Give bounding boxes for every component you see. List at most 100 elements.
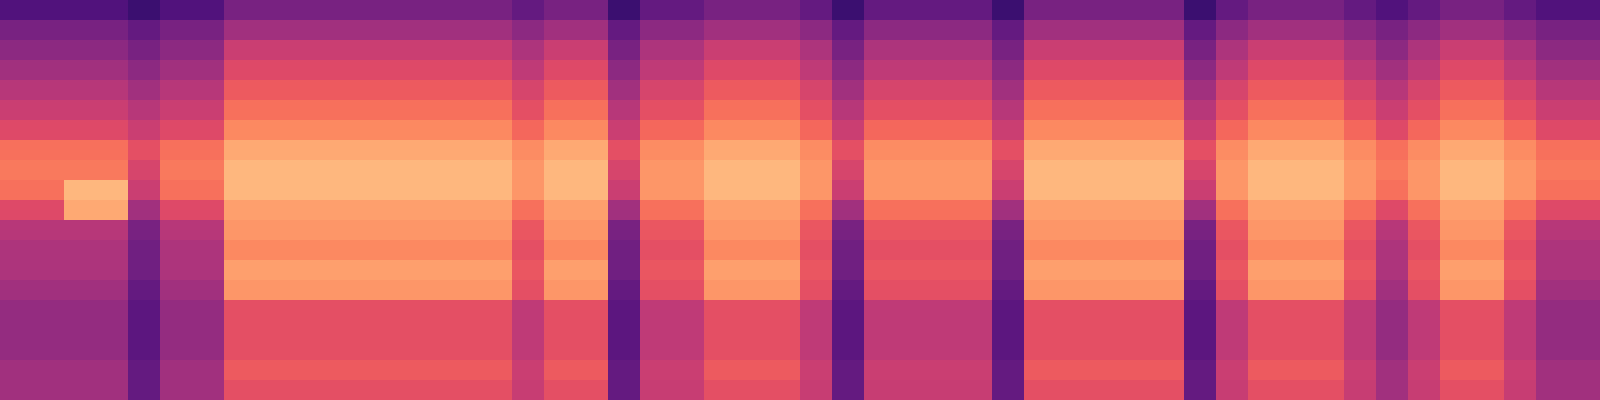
cell	[1344, 80, 1377, 101]
cell	[32, 60, 65, 81]
cell	[736, 260, 769, 281]
cell	[224, 140, 257, 161]
cell	[864, 100, 897, 121]
cell	[928, 80, 961, 101]
cell	[992, 0, 1025, 21]
cell	[768, 20, 801, 41]
cell	[1248, 280, 1281, 301]
cell	[1440, 20, 1473, 41]
cell	[96, 240, 129, 261]
cell	[608, 240, 641, 261]
cell	[192, 380, 225, 400]
cell	[288, 280, 321, 301]
cell	[1088, 260, 1121, 281]
cell	[896, 360, 929, 381]
cell	[1152, 360, 1185, 381]
cell	[384, 280, 417, 301]
cell	[640, 260, 673, 281]
cell	[1088, 200, 1121, 221]
cell	[992, 320, 1025, 341]
cell	[1536, 220, 1569, 241]
cell	[896, 40, 929, 61]
cell	[160, 380, 193, 400]
cell	[544, 80, 577, 101]
cell	[1024, 60, 1057, 81]
cell	[1440, 280, 1473, 301]
cell	[1088, 240, 1121, 261]
cell	[1376, 340, 1409, 361]
cell	[1568, 360, 1600, 381]
cell	[128, 220, 161, 241]
cell	[576, 360, 609, 381]
cell	[1536, 180, 1569, 201]
cell	[672, 260, 705, 281]
cell	[1312, 180, 1345, 201]
cell	[96, 140, 129, 161]
cell	[1536, 340, 1569, 361]
cell	[576, 280, 609, 301]
cell	[384, 80, 417, 101]
cell	[320, 300, 353, 321]
cell	[704, 80, 737, 101]
cell	[1472, 120, 1505, 141]
cell	[800, 160, 833, 181]
cell	[64, 300, 97, 321]
cell	[1312, 140, 1345, 161]
cell	[1312, 240, 1345, 261]
cell	[1056, 360, 1089, 381]
cell	[1344, 340, 1377, 361]
cell	[576, 340, 609, 361]
cell	[640, 320, 673, 341]
cell	[1344, 180, 1377, 201]
cell	[416, 320, 449, 341]
cell	[1408, 180, 1441, 201]
cell	[1536, 280, 1569, 301]
cell	[672, 240, 705, 261]
cell	[1536, 320, 1569, 341]
cell	[1344, 360, 1377, 381]
cell	[1248, 0, 1281, 21]
cell	[1376, 120, 1409, 141]
cell	[160, 260, 193, 281]
cell	[896, 280, 929, 301]
cell	[736, 200, 769, 221]
cell	[1504, 260, 1537, 281]
cell	[416, 260, 449, 281]
cell	[128, 380, 161, 400]
cell	[832, 0, 865, 21]
cell	[1472, 200, 1505, 221]
cell	[1440, 220, 1473, 241]
cell	[1184, 200, 1217, 221]
cell	[544, 260, 577, 281]
cell	[1056, 80, 1089, 101]
cell	[256, 60, 289, 81]
cell	[1568, 320, 1600, 341]
cell	[960, 260, 993, 281]
cell	[992, 380, 1025, 400]
cell	[32, 100, 65, 121]
cell	[1248, 340, 1281, 361]
cell	[864, 260, 897, 281]
cell	[352, 160, 385, 181]
cell	[1472, 60, 1505, 81]
cell	[608, 40, 641, 61]
cell	[1024, 40, 1057, 61]
cell	[864, 280, 897, 301]
cell	[1536, 240, 1569, 261]
cell	[256, 220, 289, 241]
cell	[1408, 40, 1441, 61]
cell	[288, 140, 321, 161]
cell	[1408, 380, 1441, 400]
cell	[1472, 320, 1505, 341]
cell	[384, 40, 417, 61]
cell	[928, 260, 961, 281]
cell	[1376, 100, 1409, 121]
cell	[896, 300, 929, 321]
cell	[256, 160, 289, 181]
cell	[928, 240, 961, 261]
cell	[672, 20, 705, 41]
cell	[1024, 340, 1057, 361]
cell	[672, 220, 705, 241]
cell	[320, 260, 353, 281]
chart	[0, 0, 1600, 400]
